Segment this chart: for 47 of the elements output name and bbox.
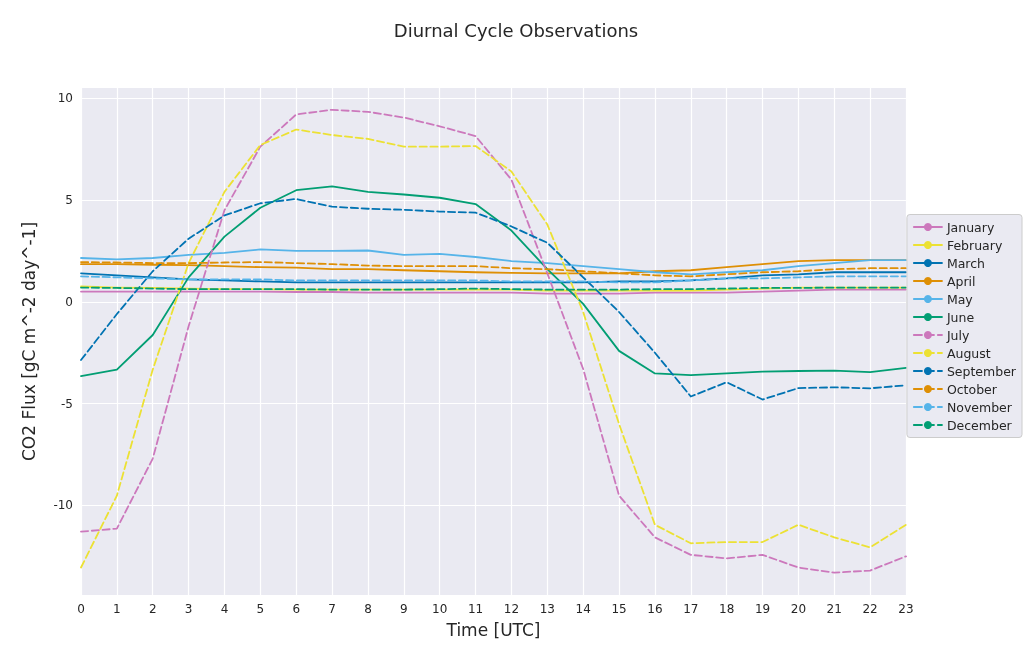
y-tick-label: 0 [65, 294, 73, 309]
legend-label: February [946, 237, 1003, 253]
legend-label: July [945, 327, 970, 343]
line-series [80, 248, 907, 276]
legend-label: October [946, 381, 998, 397]
y-tick-label: 5 [65, 192, 73, 207]
legend-label: November [946, 399, 1013, 415]
x-tick-label: 17 [683, 602, 699, 616]
x-tick-label: 22 [862, 602, 878, 616]
x-tick-label: 19 [754, 602, 771, 616]
x-tick-label: 9 [400, 602, 408, 616]
legend-label: April [946, 273, 976, 289]
x-tick-label: 20 [790, 602, 807, 616]
x-tick-label: 4 [220, 602, 229, 616]
legend-label: June [945, 309, 975, 325]
x-axis-title: Time [UTC] [445, 619, 541, 640]
x-tick-label: 10 [432, 602, 448, 616]
legend-label: December [946, 417, 1013, 433]
x-tick-label: 6 [292, 602, 301, 616]
legend-label: January [945, 219, 995, 235]
legend-label: August [946, 345, 991, 361]
y-axis-title: CO2 Flux [gC m^-2 day^-1] [18, 221, 39, 462]
x-tick-label: 13 [539, 602, 555, 616]
x-tick-label: 0 [77, 602, 85, 616]
y-tick-label: -5 [61, 396, 73, 411]
x-tick-label: 14 [575, 602, 591, 616]
x-tick-label: 8 [364, 602, 372, 616]
y-tick-label: -10 [53, 498, 73, 513]
legend-label: September [946, 363, 1017, 379]
x-tick-label: 16 [647, 602, 663, 616]
x-tick-label: 18 [719, 602, 735, 616]
legend-label: March [946, 255, 986, 271]
x-tick-label: 12 [503, 602, 520, 616]
x-tick-label: 15 [611, 602, 627, 616]
x-tick-label: 7 [328, 602, 336, 616]
x-tick-label: 23 [898, 602, 914, 616]
x-tick-label: 2 [148, 602, 157, 616]
x-tick-label: 11 [467, 602, 484, 616]
legend-label: May [946, 291, 974, 307]
x-tick-label: 5 [256, 602, 265, 616]
x-tick-label: 3 [184, 602, 193, 616]
chart-title: Diurnal Cycle Observations [393, 19, 639, 41]
line-series [80, 185, 907, 378]
y-tick-label: 10 [57, 91, 73, 106]
x-tick-label: 1 [113, 602, 121, 616]
x-tick-label: 21 [826, 602, 842, 616]
line-series [80, 275, 907, 284]
